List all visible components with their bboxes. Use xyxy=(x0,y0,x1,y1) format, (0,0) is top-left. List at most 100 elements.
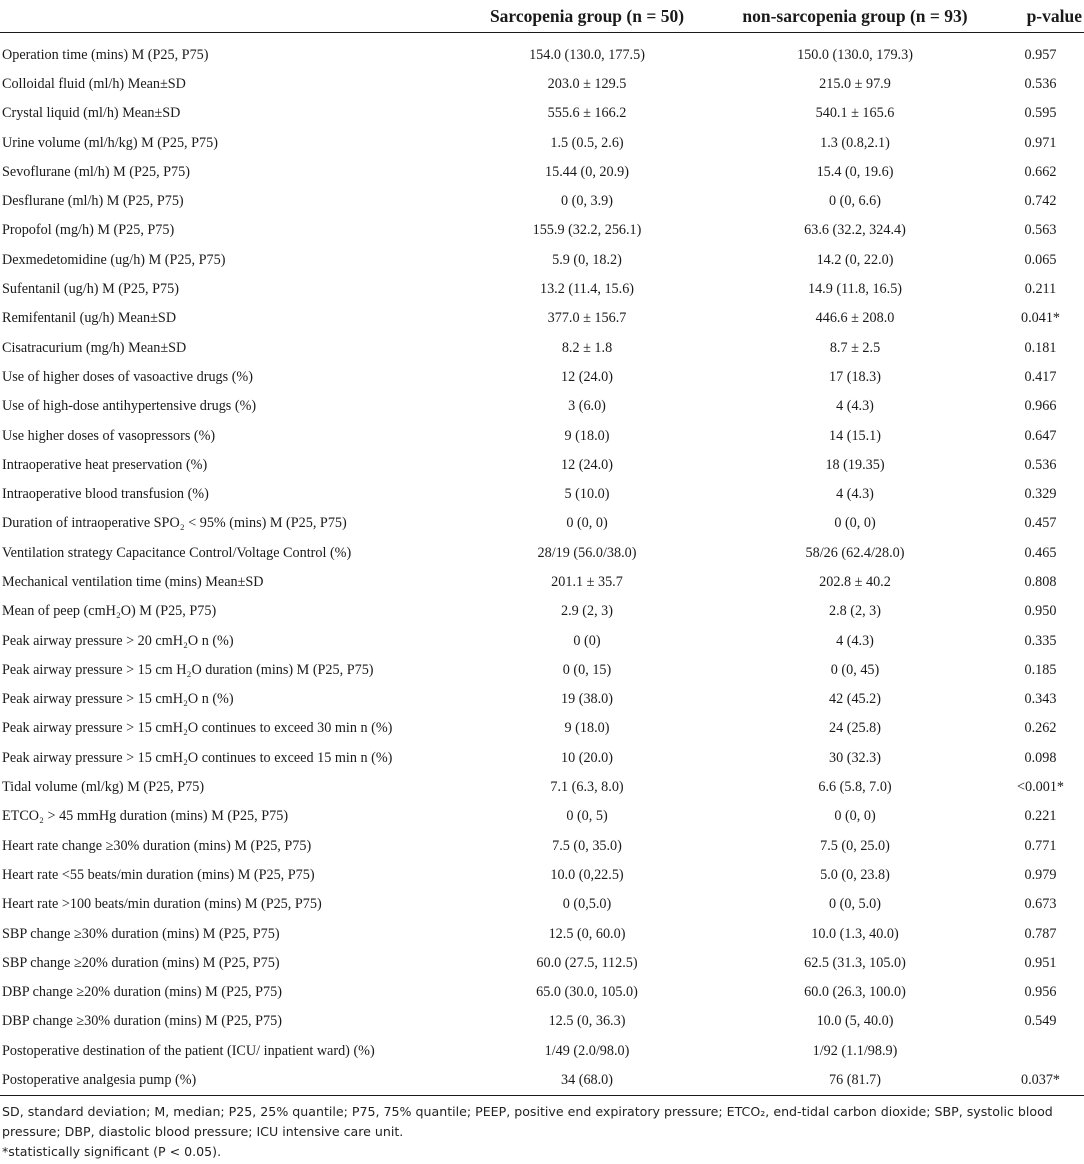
non-sarcopenia-value: 4 (4.3) xyxy=(836,398,874,415)
sarcopenia-value: 155.9 (32.2, 256.1) xyxy=(532,222,642,239)
non-sarcopenia-value: 17 (18.3) xyxy=(828,368,881,385)
p-value-cell: 0.211 xyxy=(1024,281,1057,298)
p-value-cell: 0.647 xyxy=(1024,427,1057,444)
p-value-cell: 0.536 xyxy=(1024,75,1057,92)
table-row: Remifentanil (ug/h) Mean±SD 377.0 ± 156.7… xyxy=(0,304,1084,333)
row-label: Sevoflurane (ml/h) M (P25, P75) xyxy=(2,163,190,180)
table-row: Peak airway pressure > 15 cmH₂O n (%) 19 … xyxy=(0,685,1084,714)
p-value-cell: 0.457 xyxy=(1024,515,1057,532)
p-value-cell: 0.966 xyxy=(1024,398,1057,415)
sarcopenia-value: 201.1 ± 35.7 xyxy=(551,573,623,590)
sarcopenia-value: 8.2 ± 1.8 xyxy=(561,339,613,356)
non-sarcopenia-value: 150.0 (130.0, 179.3) xyxy=(797,46,913,63)
row-label: Duration of intraoperative SPO₂ < 95% (m… xyxy=(2,515,347,532)
non-sarcopenia-value: 10.0 (1.3, 40.0) xyxy=(811,925,899,942)
non-sarcopenia-value: 215.0 ± 97.9 xyxy=(819,75,891,92)
non-sarcopenia-value: 14.9 (11.8, 16.5) xyxy=(807,281,903,298)
non-sarcopenia-value: 1/92 (1.1/98.9) xyxy=(812,1042,898,1059)
row-label: Peak airway pressure > 15 cmH₂O continue… xyxy=(2,749,393,766)
non-sarcopenia-value: 5.0 (0, 23.8) xyxy=(820,866,890,883)
table-header: Sarcopenia group (n = 50) non-sarcopenia… xyxy=(0,0,1084,41)
table-row: Sufentanil (ug/h) M (P25, P75) 13.2 (11.4… xyxy=(0,275,1084,304)
p-value-cell: 0.979 xyxy=(1024,866,1057,883)
row-label: Heart rate change ≥30% duration (mins) M… xyxy=(2,837,312,854)
table-body: Operation time (mins) M (P25, P75) 154.0 … xyxy=(0,41,1084,1096)
non-sarcopenia-value: 202.8 ± 40.2 xyxy=(819,573,891,590)
sarcopenia-value: 13.2 (11.4, 15.6) xyxy=(539,281,635,298)
table-row: Dexmedetomidine (ug/h) M (P25, P75) 5.9 (… xyxy=(0,246,1084,275)
row-label: Intraoperative heat preservation (%) xyxy=(2,456,208,473)
p-value-cell: 0.662 xyxy=(1024,163,1057,180)
table-footnotes: SD, standard deviation; M, median; P25, … xyxy=(0,1096,1082,1162)
row-label: Dexmedetomidine (ug/h) M (P25, P75) xyxy=(2,251,226,268)
sarcopenia-value: 0 (0, 3.9) xyxy=(560,193,613,210)
sarcopenia-value: 12 (24.0) xyxy=(560,456,613,473)
row-label: Crystal liquid (ml/h) Mean±SD xyxy=(2,105,181,122)
row-label: Sufentanil (ug/h) M (P25, P75) xyxy=(2,281,179,298)
non-sarcopenia-value: 24 (25.8) xyxy=(828,720,881,737)
table-row: Use of high-dose antihypertensive drugs … xyxy=(0,392,1084,421)
p-value-cell: 0.957 xyxy=(1024,46,1057,63)
table-row: Peak airway pressure > 20 cmH₂O n (%) 0 (… xyxy=(0,626,1084,655)
table-row: Heart rate change ≥30% duration (mins) M… xyxy=(0,832,1084,861)
p-value-cell: 0.417 xyxy=(1024,368,1057,385)
p-value-cell: 0.549 xyxy=(1024,1013,1057,1030)
p-value-cell: 0.329 xyxy=(1024,486,1057,503)
p-value-cell: 0.808 xyxy=(1024,573,1057,590)
row-label: Cisatracurium (mg/h) Mean±SD xyxy=(2,339,187,356)
sarcopenia-value: 0 (0, 15) xyxy=(562,661,612,678)
sarcopenia-value: 0 (0, 0) xyxy=(566,515,608,532)
p-value-cell: 0.971 xyxy=(1024,134,1057,151)
non-sarcopenia-value: 0 (0, 6.6) xyxy=(828,193,881,210)
table-row: Sevoflurane (ml/h) M (P25, P75) 15.44 (0,… xyxy=(0,158,1084,187)
non-sarcopenia-value: 7.5 (0, 25.0) xyxy=(820,837,890,854)
p-value-cell: 0.742 xyxy=(1024,193,1057,210)
p-value-cell: 0.956 xyxy=(1024,984,1057,1001)
sarcopenia-value: 9 (18.0) xyxy=(564,427,610,444)
sarcopenia-value: 1.5 (0.5, 2.6) xyxy=(550,134,624,151)
sarcopenia-value: 7.1 (6.3, 8.0) xyxy=(550,779,624,796)
p-value-cell xyxy=(987,1037,1084,1066)
sarcopenia-value: 60.0 (27.5, 112.5) xyxy=(536,954,638,971)
p-value-cell: 0.041* xyxy=(1020,310,1060,327)
row-label: Mechanical ventilation time (mins) Mean±… xyxy=(2,573,264,590)
row-label: Use higher doses of vasopressors (%) xyxy=(2,427,216,444)
row-label: Peak airway pressure > 15 cmH₂O n (%) xyxy=(2,691,234,708)
table-row: Mechanical ventilation time (mins) Mean±… xyxy=(0,568,1084,597)
non-sarcopenia-value: 60.0 (26.3, 100.0) xyxy=(804,984,906,1001)
sarcopenia-value: 3 (6.0) xyxy=(568,398,606,415)
table-row: Heart rate <55 beats/min duration (mins)… xyxy=(0,861,1084,890)
row-label: Operation time (mins) M (P25, P75) xyxy=(2,46,209,63)
table-row: Intraoperative blood transfusion (%) 5 (1… xyxy=(0,480,1084,509)
row-label: Postoperative destination of the patient… xyxy=(2,1042,375,1059)
p-value-cell: 0.951 xyxy=(1024,954,1057,971)
p-value-cell: 0.771 xyxy=(1024,837,1057,854)
table-row: Ventilation strategy Capacitance Control… xyxy=(0,539,1084,568)
table-row: ETCO₂ > 45 mmHg duration (mins) M (P25, … xyxy=(0,802,1084,831)
row-label: Peak airway pressure > 15 cmH₂O continue… xyxy=(2,720,393,737)
p-value-cell: 0.595 xyxy=(1024,105,1057,122)
sarcopenia-value: 555.6 ± 166.2 xyxy=(547,105,627,122)
p-value-cell: <0.001* xyxy=(1016,779,1065,796)
table-row: SBP change ≥20% duration (mins) M (P25, … xyxy=(0,949,1084,978)
non-sarcopenia-value: 62.5 (31.3, 105.0) xyxy=(804,954,906,971)
sarcopenia-value: 19 (38.0) xyxy=(560,691,613,708)
table-row: Duration of intraoperative SPO₂ < 95% (m… xyxy=(0,509,1084,538)
sarcopenia-value: 7.5 (0, 35.0) xyxy=(552,837,622,854)
header-non-sarcopenia-group: non-sarcopenia group (n = 93) xyxy=(723,0,987,33)
table-row: Urine volume (ml/h/kg) M (P25, P75) 1.5 (… xyxy=(0,128,1084,157)
table-row: Use of higher doses of vasoactive drugs … xyxy=(0,363,1084,392)
p-value-cell: 0.673 xyxy=(1024,896,1057,913)
row-label: Mean of peep (cmH₂O) M (P25, P75) xyxy=(2,603,217,620)
non-sarcopenia-value: 14 (15.1) xyxy=(828,427,881,444)
table-row: Intraoperative heat preservation (%) 12 (… xyxy=(0,451,1084,480)
table-row: Heart rate >100 beats/min duration (mins… xyxy=(0,890,1084,919)
table-row: Postoperative analgesia pump (%) 34 (68.0… xyxy=(0,1065,1084,1096)
non-sarcopenia-value: 58/26 (62.4/28.0) xyxy=(805,544,905,561)
sarcopenia-value: 12 (24.0) xyxy=(560,368,613,385)
sarcopenia-value: 0 (0,5.0) xyxy=(562,896,612,913)
p-value-cell: 0.037* xyxy=(987,1065,1084,1096)
sarcopenia-value: 10.0 (0,22.5) xyxy=(550,866,624,883)
table-row: Peak airway pressure > 15 cm H₂O duratio… xyxy=(0,656,1084,685)
row-label: Heart rate <55 beats/min duration (mins)… xyxy=(2,866,315,883)
